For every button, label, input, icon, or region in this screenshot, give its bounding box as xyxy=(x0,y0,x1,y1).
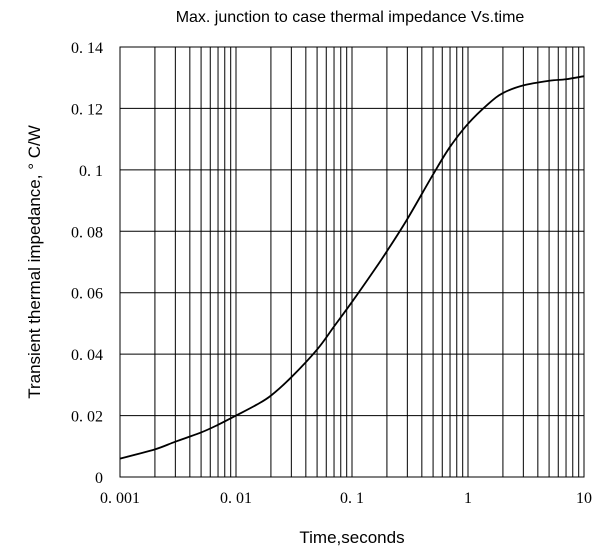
series-group xyxy=(119,75,585,460)
y-axis-label: Transient thermal impedance, ° C/W xyxy=(25,125,44,399)
x-tick-label: 10 xyxy=(576,490,592,507)
y-tick-label: 0. 08 xyxy=(71,224,103,241)
x-tick-label: 0. 001 xyxy=(100,490,140,507)
y-tick-label: 0. 14 xyxy=(71,40,103,57)
plot-frame xyxy=(119,46,585,478)
y-tick-label: 0. 02 xyxy=(71,409,103,426)
y-tick-label: 0. 1 xyxy=(79,163,103,180)
x-tick-label: 0. 01 xyxy=(220,490,252,507)
y-tick-label: 0. 12 xyxy=(71,101,103,118)
y-tick-label: 0. 04 xyxy=(71,347,103,364)
impedance-curve xyxy=(119,75,585,460)
y-tick-labels: 0 0. 02 0. 04 0. 06 0. 08 0. 1 0. 12 0. 14 xyxy=(71,40,103,487)
x-tick-label: 1 xyxy=(464,490,472,507)
y-tick-label: 0 xyxy=(95,470,103,487)
y-tick-label: 0. 06 xyxy=(71,286,103,303)
x-tick-labels: 0. 001 0. 01 0. 1 1 10 xyxy=(100,490,592,507)
grid-lines xyxy=(119,46,584,478)
x-tick-label: 0. 1 xyxy=(340,490,364,507)
x-axis-label: Time,seconds xyxy=(299,528,404,547)
chart-title: Max. junction to case thermal impedance … xyxy=(176,9,525,26)
